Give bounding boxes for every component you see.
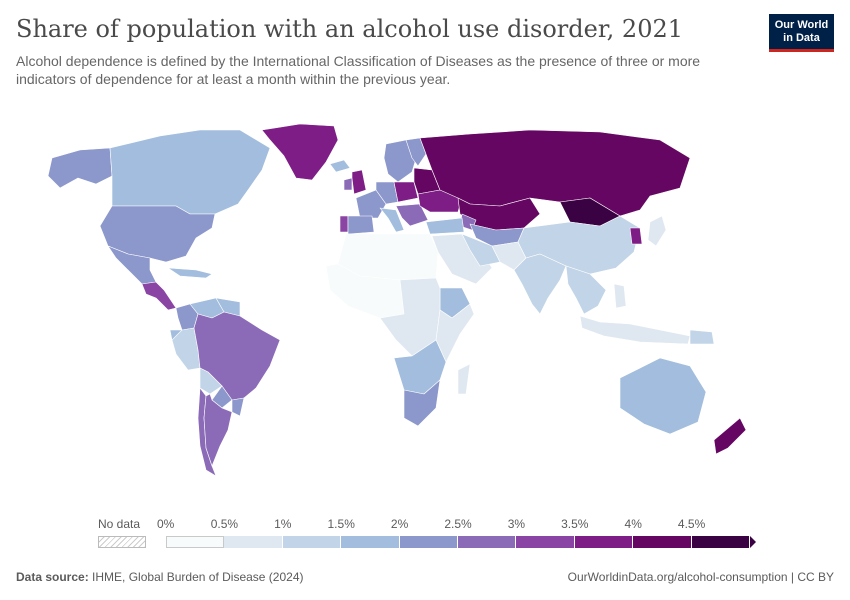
legend-bin-1[interactable]: [224, 536, 283, 548]
region-italy[interactable]: [379, 207, 405, 233]
region-new-zealand[interactable]: [713, 417, 747, 455]
legend-bin-5[interactable]: [458, 536, 517, 548]
legend-color-bins: [166, 536, 750, 548]
data-source-label: Data source:: [16, 570, 89, 584]
legend-bin-6[interactable]: [516, 536, 575, 548]
region-japan[interactable]: [647, 215, 667, 247]
legend-tick: 3.5%: [561, 517, 589, 531]
legend-bin-2[interactable]: [282, 536, 342, 548]
legend-tick: 1.5%: [327, 517, 355, 531]
region-bolivia[interactable]: [199, 367, 223, 395]
region-indonesia[interactable]: [579, 315, 691, 345]
legend-tick: 2%: [390, 517, 409, 531]
region-greenland[interactable]: [261, 123, 339, 181]
region-argentina[interactable]: [203, 393, 233, 467]
data-source: Data source: IHME, Global Burden of Dise…: [16, 570, 303, 584]
region-iceland[interactable]: [329, 159, 351, 173]
legend-bin-0[interactable]: [166, 536, 225, 548]
region-india[interactable]: [513, 253, 567, 315]
region-united-kingdom[interactable]: [351, 169, 367, 195]
legend-bin-3[interactable]: [341, 536, 400, 548]
owid-logo[interactable]: Our World in Data: [769, 14, 834, 52]
region-uruguay[interactable]: [231, 397, 245, 417]
region-germany[interactable]: [375, 181, 399, 205]
region-poland[interactable]: [393, 181, 419, 203]
legend-tick: 4%: [624, 517, 642, 531]
region-philippines[interactable]: [613, 283, 627, 309]
chart-title: Share of population with an alcohol use …: [16, 15, 683, 43]
color-legend: No data 0% 0.5% 1% 1.5% 2% 2.5% 3% 3.5% 4% 4.5%: [0, 512, 850, 557]
region-balkans[interactable]: [395, 203, 429, 227]
region-portugal[interactable]: [339, 215, 349, 233]
region-korea[interactable]: [629, 227, 643, 245]
region-south-africa[interactable]: [403, 379, 441, 427]
region-caribbean[interactable]: [167, 267, 213, 279]
region-ireland[interactable]: [343, 177, 353, 191]
legend-bin-4[interactable]: [399, 536, 458, 548]
legend-bin-7[interactable]: [574, 536, 634, 548]
logo-line-2: in Data: [783, 32, 820, 44]
region-turkey[interactable]: [425, 217, 465, 235]
data-source-text: IHME, Global Burden of Disease (2024): [92, 570, 304, 584]
legend-tick: 3%: [507, 517, 526, 531]
no-data-swatch[interactable]: [98, 536, 146, 548]
legend-tick: 0.5%: [210, 517, 239, 531]
legend-tick: 4.5%: [677, 517, 706, 531]
region-iran[interactable]: [461, 233, 501, 267]
legend-tick: 0%: [157, 517, 175, 531]
region-france[interactable]: [355, 189, 387, 219]
region-australia[interactable]: [619, 357, 707, 435]
region-madagascar[interactable]: [457, 363, 471, 395]
region-canada[interactable]: [109, 129, 271, 215]
logo-line-1: Our World: [774, 19, 829, 31]
region-central-america[interactable]: [141, 281, 177, 311]
world-map[interactable]: [0, 118, 850, 503]
region-papua-new-guinea[interactable]: [689, 329, 715, 345]
region-southeast-asia[interactable]: [565, 265, 607, 315]
source-link[interactable]: OurWorldinData.org/alcohol-consumption |…: [567, 570, 834, 584]
legend-tick: 1%: [274, 517, 292, 531]
legend-arrow: [750, 536, 756, 548]
chart-subtitle: Alcohol dependence is defined by the Int…: [16, 53, 701, 87]
region-spain[interactable]: [347, 215, 375, 235]
legend-bin-9[interactable]: [691, 536, 750, 548]
region-finland[interactable]: [405, 137, 427, 167]
legend-tick: 2.5%: [444, 517, 472, 531]
legend-bin-8[interactable]: [633, 536, 692, 548]
no-data-label: No data: [98, 517, 141, 531]
region-central-africa[interactable]: [379, 277, 441, 357]
region-alaska[interactable]: [47, 147, 113, 189]
